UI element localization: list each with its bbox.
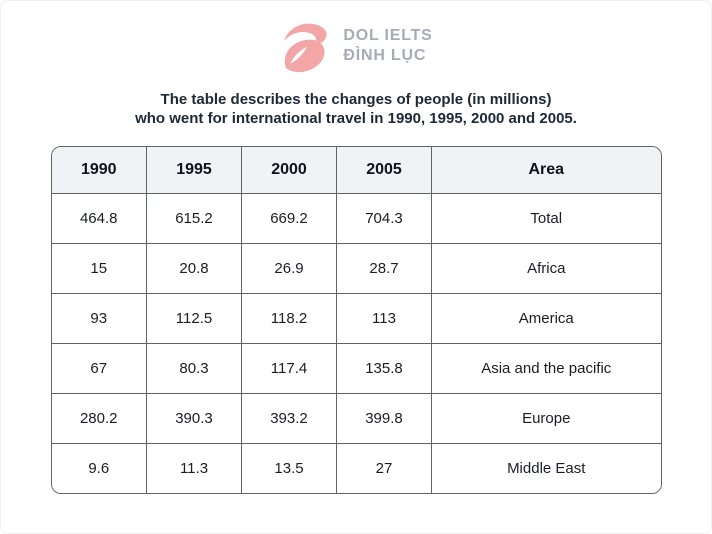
cell-area-label: America — [431, 292, 661, 344]
cell-value: 118.2 — [241, 292, 337, 344]
brand-logo: DOL IELTS ĐÌNH LỤC — [0, 16, 712, 76]
column-header-1990: 1990 — [51, 147, 147, 194]
table-row: 93 112.5 118.2 113 America — [51, 292, 661, 344]
cell-value: 669.2 — [241, 192, 337, 244]
cell-value: 28.7 — [336, 242, 432, 294]
cell-value: 464.8 — [51, 192, 147, 244]
table-row: 280.2 390.3 393.2 399.8 Europe — [51, 392, 661, 444]
column-header-2005: 2005 — [336, 147, 432, 194]
figure-title: The table describes the changes of peopl… — [0, 90, 712, 128]
table-row: 9.6 11.3 13.5 27 Middle East — [51, 442, 661, 493]
column-header-2000: 2000 — [241, 147, 337, 194]
cell-value: 390.3 — [146, 392, 242, 444]
cell-value: 80.3 — [146, 342, 242, 394]
cell-value: 26.9 — [241, 242, 337, 294]
cell-value: 704.3 — [336, 192, 432, 244]
cell-value: 135.8 — [336, 342, 432, 394]
cell-value: 11.3 — [146, 442, 242, 493]
travel-data-table: 1990 1995 2000 2005 Area 464.8 615.2 669… — [51, 147, 661, 493]
cell-value: 615.2 — [146, 192, 242, 244]
cell-value: 20.8 — [146, 242, 242, 294]
cell-value: 393.2 — [241, 392, 337, 444]
cell-value: 399.8 — [336, 392, 432, 444]
cell-value: 15 — [51, 242, 147, 294]
brand-name-line2: ĐÌNH LỤC — [343, 47, 427, 64]
table-row: 15 20.8 26.9 28.7 Africa — [51, 242, 661, 294]
column-header-area: Area — [431, 147, 661, 194]
cell-area-label: Middle East — [431, 442, 661, 493]
cell-value: 113 — [336, 292, 432, 344]
figure-title-line1: The table describes the changes of peopl… — [160, 91, 552, 108]
table-header-row: 1990 1995 2000 2005 Area — [51, 147, 661, 194]
cell-value: 112.5 — [146, 292, 242, 344]
figure-title-line2: who went for international travel in 199… — [135, 110, 577, 127]
brand-name-line1: DOL IELTS — [343, 27, 433, 44]
cell-area-label: Europe — [431, 392, 661, 444]
cell-value: 9.6 — [51, 442, 147, 493]
cell-value: 93 — [51, 292, 147, 344]
cell-value: 117.4 — [241, 342, 337, 394]
dol-d-swoosh-icon — [284, 23, 327, 73]
table-row: 67 80.3 117.4 135.8 Asia and the pacific — [51, 342, 661, 394]
data-table-container: 1990 1995 2000 2005 Area 464.8 615.2 669… — [50, 146, 662, 494]
cell-value: 13.5 — [241, 442, 337, 493]
cell-area-label: Asia and the pacific — [431, 342, 661, 394]
table-row: 464.8 615.2 669.2 704.3 Total — [51, 192, 661, 244]
cell-area-label: Africa — [431, 242, 661, 294]
cell-area-label: Total — [431, 192, 661, 244]
column-header-1995: 1995 — [146, 147, 242, 194]
cell-value: 27 — [336, 442, 432, 493]
cell-value: 280.2 — [51, 392, 147, 444]
cell-value: 67 — [51, 342, 147, 394]
brand-name: DOL IELTS ĐÌNH LỤC — [343, 26, 432, 66]
